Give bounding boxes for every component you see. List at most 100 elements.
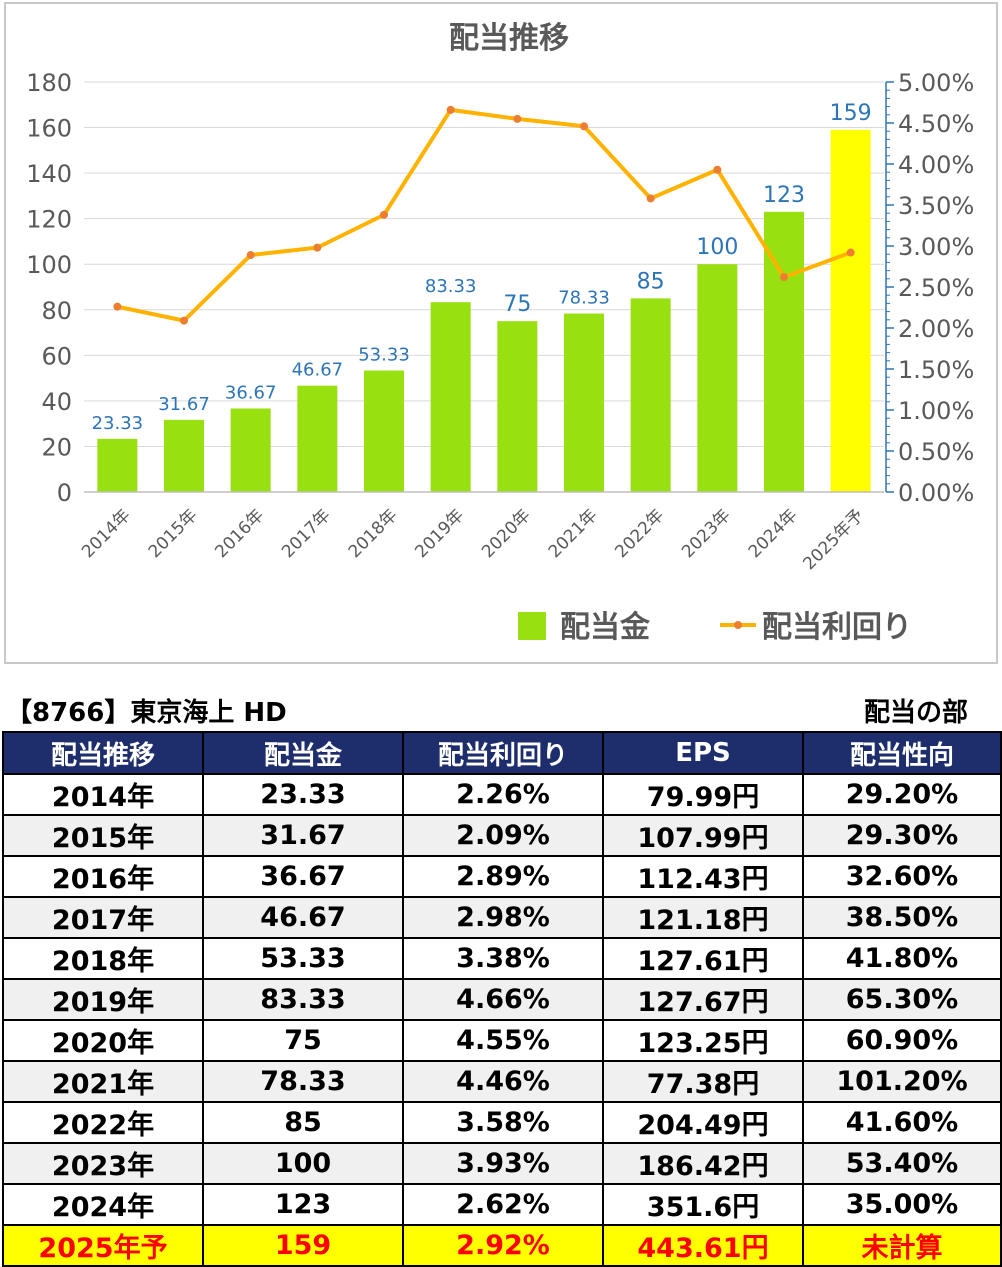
legend-label-line: 配当利回り xyxy=(762,610,912,645)
table-cell: 38.50% xyxy=(802,896,1002,939)
yield-marker xyxy=(713,165,722,174)
bar xyxy=(830,129,871,492)
bar-data-label: 85 xyxy=(637,269,665,294)
bar-data-label: 23.33 xyxy=(92,413,144,434)
table-cell: 31.67 xyxy=(202,814,404,857)
table-cell: 2.09% xyxy=(402,814,604,857)
table-cell: 443.61円 xyxy=(602,1224,804,1267)
table-cell: 29.30% xyxy=(802,814,1002,857)
table-cell: 2015年 xyxy=(2,814,204,857)
table-cell: 46.67 xyxy=(202,896,404,939)
left-axis-tick-label: 60 xyxy=(41,342,72,370)
category-label: 2016年 xyxy=(211,505,268,562)
table-cell: 2024年 xyxy=(2,1183,204,1226)
table-cell: 127.61円 xyxy=(602,937,804,980)
bar xyxy=(630,298,671,492)
right-axis-tick-label: 4.50% xyxy=(898,110,974,138)
left-axis-tick-label: 100 xyxy=(26,251,72,279)
table-cell: 123 xyxy=(202,1183,404,1226)
right-axis-tick-label: 5.00% xyxy=(898,69,974,97)
left-axis-tick-label: 180 xyxy=(26,69,72,97)
table-cell: 2020年 xyxy=(2,1019,204,1062)
left-axis-tick-label: 160 xyxy=(26,115,72,143)
forecast-row: 2025年予 159 2.92% 443.61円 未計算 xyxy=(2,1224,1002,1267)
table-cell: 75 xyxy=(202,1019,404,1062)
table-cell: 2022年 xyxy=(2,1101,204,1144)
table-cell: 204.49円 xyxy=(602,1101,804,1144)
table-cell: 123.25円 xyxy=(602,1019,804,1062)
category-label: 2022年 xyxy=(611,505,668,562)
category-label: 2017年 xyxy=(278,505,335,562)
category-label: 2023年 xyxy=(678,505,735,562)
table-cell: 4.46% xyxy=(402,1060,604,1103)
table-cell: 29.20% xyxy=(802,773,1002,816)
table-cell: 2.92% xyxy=(402,1224,604,1267)
table-cell: 35.00% xyxy=(802,1183,1002,1226)
table-row: 2024年 123 2.62% 351.6円 35.00% xyxy=(2,1183,1002,1226)
bar xyxy=(497,321,538,492)
table-cell: 351.6円 xyxy=(602,1183,804,1226)
right-axis-tick-label: 1.50% xyxy=(898,356,974,384)
table-cell: 107.99円 xyxy=(602,814,804,857)
bar-data-label: 83.33 xyxy=(425,276,477,297)
legend-swatch-bar xyxy=(518,612,546,640)
gridlines xyxy=(84,81,884,493)
legend-label-bar: 配当金 xyxy=(560,610,651,645)
chart-title: 配当推移 xyxy=(449,21,569,56)
left-axis-tick-label: 120 xyxy=(26,206,72,234)
column-header: 配当金 xyxy=(202,731,404,775)
table-cell: 2016年 xyxy=(2,855,204,898)
yield-marker xyxy=(646,194,655,203)
table-cell: 2023年 xyxy=(2,1142,204,1185)
table-cell: 83.33 xyxy=(202,978,404,1021)
table-body: 2014年 23.33 2.26% 79.99円 29.20% 2015年 31.67 2.0… xyxy=(2,773,1002,1267)
table-cell: 3.58% xyxy=(402,1101,604,1144)
bar-data-label: 46.67 xyxy=(292,360,344,381)
left-axis-tick-label: 80 xyxy=(41,297,72,325)
section-title: 配当の部 xyxy=(863,698,968,728)
right-axis-tick-label: 4.00% xyxy=(898,151,974,179)
yield-marker xyxy=(513,114,522,123)
table-cell: 未計算 xyxy=(802,1224,1002,1267)
right-axis-tick-label: 2.50% xyxy=(898,274,974,302)
table-cell: 127.67円 xyxy=(602,978,804,1021)
category-label: 2025年予 xyxy=(799,505,868,574)
table-cell: 53.33 xyxy=(202,937,404,980)
yield-marker xyxy=(846,248,855,257)
table-row: 2016年 36.67 2.89% 112.43円 32.60% xyxy=(2,855,1002,898)
table-cell: 32.60% xyxy=(802,855,1002,898)
table-cell: 36.67 xyxy=(202,855,404,898)
right-axis-tick-label: 0.00% xyxy=(898,479,974,507)
right-axis-tick-label: 0.50% xyxy=(898,438,974,466)
yield-marker xyxy=(780,273,788,282)
yield-marker xyxy=(380,210,388,219)
yield-marker xyxy=(580,122,588,131)
chart-legend: 配当金 配当利回り xyxy=(518,610,912,645)
table-row: 2015年 31.67 2.09% 107.99円 29.30% xyxy=(2,814,1002,857)
bar-data-label: 75 xyxy=(503,292,531,317)
left-axis-tick-label: 0 xyxy=(57,479,72,507)
dividend-chart: 配当推移 23.33 31.67 36.67 46.67 53.33 83.33 75 78.… xyxy=(26,21,974,645)
table-row: 2019年 83.33 4.66% 127.67円 65.30% xyxy=(2,978,1002,1021)
right-axis-tick-label: 3.50% xyxy=(898,192,974,220)
legend-swatch-marker xyxy=(734,621,742,629)
category-label: 2019年 xyxy=(411,505,468,562)
left-axis-tick-label: 40 xyxy=(41,388,72,416)
table-cell: 2.89% xyxy=(402,855,604,898)
table-cell: 2019年 xyxy=(2,978,204,1021)
table-cell: 2014年 xyxy=(2,773,204,816)
table-cell: 85 xyxy=(202,1101,404,1144)
table-cell: 2017年 xyxy=(2,896,204,939)
table-header-row: 配当推移 配当金 配当利回り EPS 配当性向 xyxy=(2,731,1002,775)
table-cell: 2.98% xyxy=(402,896,604,939)
table-row: 2022年 85 3.58% 204.49円 41.60% xyxy=(2,1101,1002,1144)
category-label: 2024年 xyxy=(745,505,802,562)
left-axis-tick-label: 20 xyxy=(41,433,72,461)
bar-data-label: 36.67 xyxy=(225,382,277,403)
bar xyxy=(430,302,471,492)
table-cell: 41.80% xyxy=(802,937,1002,980)
table-row: 2017年 46.67 2.98% 121.18円 38.50% xyxy=(2,896,1002,939)
table-cell: 100 xyxy=(202,1142,404,1185)
table-cell: 79.99円 xyxy=(602,773,804,816)
table-cell: 65.30% xyxy=(802,978,1002,1021)
